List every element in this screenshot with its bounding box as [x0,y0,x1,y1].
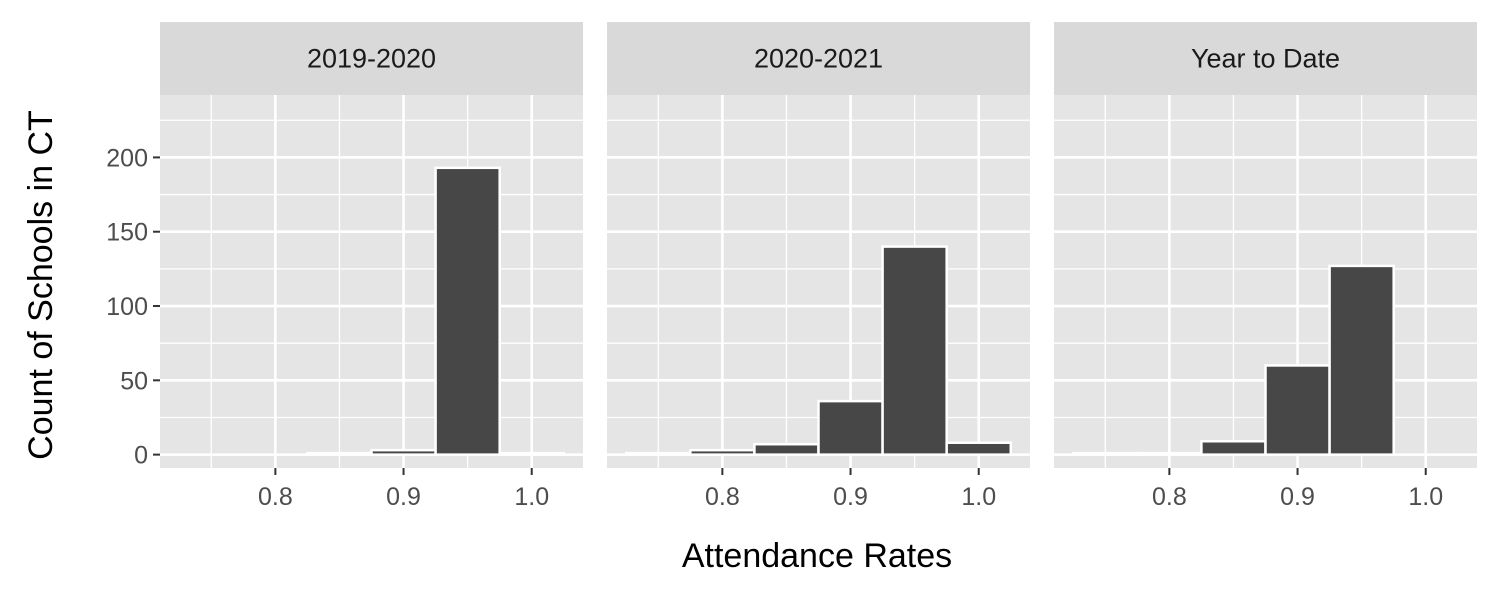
y-tick-label: 100 [106,293,148,321]
histogram-bar [1264,364,1331,456]
facet-strip-label: Year to Date [1191,44,1340,74]
x-tick-label: 1.0 [514,483,549,511]
histogram-bar [1200,440,1267,456]
histogram-bar [624,451,692,456]
facet-panel-1: 2019-2020 0.8 0.9 1.0 [160,22,583,511]
y-axis-title: Count of Schools in CT [22,110,60,460]
histogram-bar [498,451,566,456]
x-axis-title: Attendance Rates [682,537,952,575]
x-tick-label: 0.8 [1152,483,1187,511]
x-tick-label: 0.9 [833,483,868,511]
y-tick-label: 0 [134,442,148,470]
histogram-bar [434,166,501,456]
histogram-bar [1328,264,1395,456]
facet-strip-label: 2019-2020 [307,44,436,74]
facet-strip-label: 2020-2021 [754,44,883,74]
histogram-bar [817,399,884,456]
facet-panel-3: Year to Date 0.8 0.9 1.0 [1054,22,1477,511]
x-tick-label: 1.0 [1408,483,1443,511]
facet-strip [160,22,583,95]
histogram-bar [370,448,437,456]
histogram-bar [945,441,1013,456]
panel-background [160,95,583,468]
y-axis: 0 50 100 150 200 [106,144,160,470]
x-tick-label: 0.8 [705,483,740,511]
y-tick-label: 200 [106,144,148,172]
y-tick-label: 50 [120,367,148,395]
histogram-bar [689,448,756,456]
histogram-bar [1136,451,1203,456]
x-tick-label: 0.8 [258,483,293,511]
y-tick-label: 150 [106,219,148,247]
facet-strip [1054,22,1477,95]
facet-panel-2: 2020-2021 0.8 0.9 1.0 [607,22,1030,511]
histogram-bar [881,245,948,456]
histogram-bar [306,451,373,456]
histogram-bar [1071,451,1139,456]
x-tick-label: 0.9 [1280,483,1315,511]
x-tick-label: 0.9 [386,483,421,511]
facet-strip [607,22,1030,95]
histogram-bar [753,442,820,456]
x-tick-label: 1.0 [961,483,996,511]
